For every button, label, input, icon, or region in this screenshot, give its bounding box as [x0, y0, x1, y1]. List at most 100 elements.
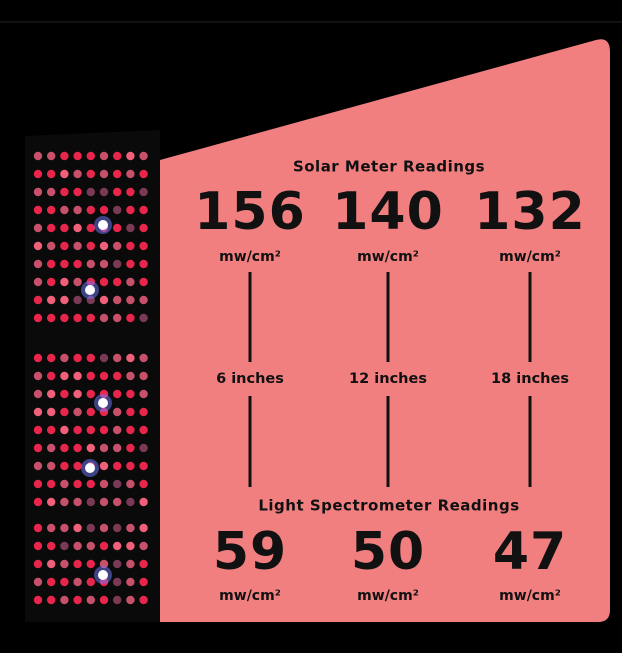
spectrometer-value: 47 — [493, 522, 567, 582]
led — [113, 407, 122, 417]
led — [73, 595, 82, 605]
led — [60, 241, 69, 251]
led — [99, 461, 109, 471]
led — [139, 277, 148, 287]
led — [47, 169, 56, 179]
led — [99, 277, 109, 287]
led — [126, 389, 135, 399]
led — [60, 461, 69, 471]
spectrometer-value: 59 — [213, 522, 287, 582]
led — [73, 407, 82, 417]
spectrometer-title: Light Spectrometer Readings — [258, 497, 519, 515]
solar-title: Solar Meter Readings — [293, 158, 485, 176]
led — [113, 223, 122, 233]
led — [60, 259, 69, 269]
led — [126, 371, 135, 381]
led — [139, 479, 148, 489]
led — [99, 479, 109, 489]
led — [126, 295, 135, 305]
led — [33, 205, 43, 215]
led — [126, 151, 135, 161]
led — [86, 353, 96, 363]
led — [47, 295, 56, 305]
led — [86, 595, 96, 605]
distance-label: 18 inches — [491, 371, 569, 387]
led — [33, 523, 43, 533]
led — [86, 407, 96, 417]
led — [33, 595, 43, 605]
led — [113, 523, 122, 533]
led — [73, 205, 82, 215]
led — [73, 559, 82, 569]
pink-panel — [160, 39, 610, 622]
led — [113, 479, 122, 489]
led — [60, 559, 69, 569]
led — [113, 259, 122, 269]
led — [86, 371, 96, 381]
led — [99, 259, 109, 269]
led — [47, 389, 56, 399]
led — [126, 259, 135, 269]
led — [73, 353, 82, 363]
led-white — [85, 285, 95, 295]
led — [113, 353, 122, 363]
led — [126, 497, 135, 507]
led — [126, 595, 135, 605]
led — [113, 313, 122, 323]
led — [60, 595, 69, 605]
led — [139, 151, 148, 161]
led — [60, 151, 69, 161]
led — [99, 353, 109, 363]
led — [126, 559, 135, 569]
spectrometer-unit: mw/cm² — [499, 588, 561, 604]
led — [33, 479, 43, 489]
led — [126, 223, 135, 233]
led — [47, 187, 56, 197]
led — [47, 479, 56, 489]
led — [126, 313, 135, 323]
led-white — [98, 398, 108, 408]
led — [33, 313, 43, 323]
led — [33, 541, 43, 551]
led — [139, 205, 148, 215]
led — [126, 577, 135, 587]
led — [33, 407, 43, 417]
led — [99, 541, 109, 551]
led — [113, 559, 122, 569]
led — [60, 371, 69, 381]
led — [33, 389, 43, 399]
led — [86, 259, 96, 269]
led — [86, 541, 96, 551]
spectrometer-unit: mw/cm² — [357, 588, 419, 604]
led — [60, 277, 69, 287]
led — [126, 523, 135, 533]
led — [73, 497, 82, 507]
solar-unit: mw/cm² — [219, 249, 281, 265]
led — [60, 223, 69, 233]
led — [73, 223, 82, 233]
led — [139, 559, 148, 569]
led — [113, 443, 122, 453]
led — [126, 277, 135, 287]
solar-value: 140 — [332, 182, 444, 242]
solar-unit: mw/cm² — [499, 249, 561, 265]
led — [86, 241, 96, 251]
led — [73, 523, 82, 533]
led — [33, 223, 43, 233]
led — [139, 169, 148, 179]
led — [60, 389, 69, 399]
led — [139, 443, 148, 453]
led — [139, 353, 148, 363]
led-white — [98, 570, 108, 580]
led — [113, 371, 122, 381]
led — [73, 371, 82, 381]
led — [73, 577, 82, 587]
led — [60, 541, 69, 551]
led — [139, 313, 148, 323]
led — [73, 461, 82, 471]
led — [60, 577, 69, 587]
distance-label: 12 inches — [349, 371, 427, 387]
led — [33, 169, 43, 179]
led — [47, 353, 56, 363]
led — [47, 559, 56, 569]
